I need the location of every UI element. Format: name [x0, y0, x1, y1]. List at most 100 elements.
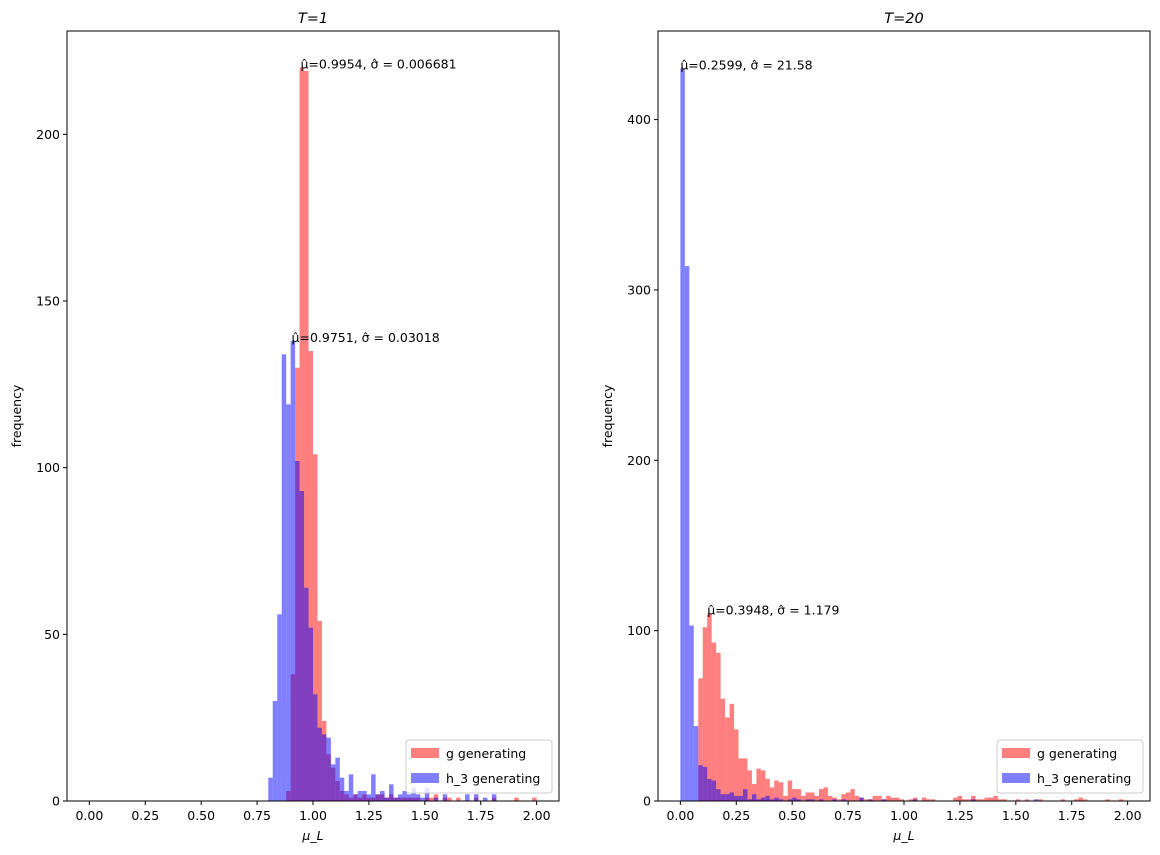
histogram-bar — [738, 758, 743, 801]
histogram-bar — [805, 792, 811, 801]
histogram-bar — [975, 799, 981, 801]
histogram-bar — [290, 341, 296, 801]
histogram-bar — [805, 799, 811, 801]
legend-swatch-g — [1002, 748, 1030, 758]
histogram-bar — [1078, 797, 1083, 801]
histogram-bar — [1105, 799, 1110, 801]
histogram-bar — [988, 797, 994, 801]
histogram-bar — [491, 794, 497, 801]
x-tick-label: 1.50 — [1002, 808, 1030, 823]
x-tick-label: 1.25 — [946, 808, 974, 823]
legend-swatch-h3 — [411, 773, 439, 783]
histogram-bar — [819, 799, 824, 801]
histogram-bar — [698, 765, 703, 801]
histogram-bar — [442, 794, 448, 801]
histogram-bar — [1073, 799, 1079, 801]
histogram-bar — [295, 461, 300, 801]
histogram-bar — [514, 797, 519, 801]
histogram-bar — [299, 491, 305, 801]
histogram-bar — [313, 454, 318, 801]
histogram-bar — [371, 774, 376, 801]
histogram-bar — [747, 770, 752, 801]
legend-swatch-g — [411, 748, 439, 758]
histogram-bar — [953, 797, 958, 801]
histogram-bar — [841, 794, 846, 801]
histogram-bar — [827, 795, 833, 801]
histogram-bar — [707, 613, 712, 801]
subplot-1: 0.00 0.25 0.50 0.75 1.00 1.25 1.50 1.75 2.00 0 50 1… — [9, 11, 560, 843]
histogram-bar — [769, 799, 775, 801]
histogram-bar — [792, 797, 797, 801]
histogram-bar — [792, 789, 797, 801]
histogram-bar — [707, 778, 712, 801]
histogram-bar — [738, 795, 743, 801]
series-g — [286, 67, 537, 801]
histogram-bar — [908, 799, 913, 801]
histogram-bar — [801, 795, 806, 801]
x-tick-label: 2.00 — [523, 808, 551, 823]
histogram-bar — [957, 795, 963, 801]
histogram-bar — [689, 625, 694, 801]
histogram-bar — [348, 774, 354, 801]
histogram-bar — [402, 791, 407, 801]
histogram-bar — [433, 794, 439, 801]
histogram-bar — [774, 797, 779, 801]
histogram-bar — [899, 799, 904, 801]
histogram-bar — [384, 797, 390, 801]
x-tick-label: 1.00 — [890, 808, 918, 823]
histogram-bar — [1024, 799, 1030, 801]
histogram-bar — [962, 799, 967, 801]
x-tick-label: 1.50 — [411, 808, 439, 823]
histogram-bar — [859, 797, 864, 801]
x-tick-label: 1.75 — [467, 808, 495, 823]
histogram-bar — [330, 764, 336, 801]
histogram-bar — [997, 799, 1003, 801]
histogram-bar — [769, 787, 775, 801]
chart-title: T=1 — [298, 11, 328, 27]
x-axis-label: μ_L — [892, 828, 914, 843]
histogram-bar — [389, 784, 394, 801]
histogram-bar — [429, 797, 434, 801]
histogram-bar — [711, 780, 717, 801]
histogram-bar — [380, 791, 385, 801]
histogram-bar — [778, 799, 784, 801]
histogram-bar — [787, 780, 793, 801]
histogram-bar — [465, 794, 470, 801]
histogram-bar — [836, 799, 842, 801]
histogram-bar — [877, 795, 882, 801]
x-axis-label: μ_L — [301, 828, 323, 843]
histogram-bar — [984, 797, 989, 801]
histogram-bar — [971, 795, 976, 801]
histogram-bar — [433, 797, 439, 801]
x-tick-label: 1.25 — [355, 808, 383, 823]
y-tick-label: 400 — [627, 112, 651, 127]
histogram-bar — [751, 794, 757, 801]
histogram-bar — [868, 799, 873, 801]
histogram-bar — [832, 799, 837, 801]
histogram-bar — [720, 794, 726, 801]
stats-annotation: μ̂=0.9751, σ̂ = 0.03018 — [292, 330, 440, 345]
histogram-bar — [406, 794, 412, 801]
histogram-bar — [823, 787, 828, 801]
histogram-bar — [778, 782, 784, 801]
histogram-bar — [375, 794, 381, 801]
series-h3 — [680, 68, 1039, 801]
legend-frame — [405, 739, 553, 794]
histogram-bar — [774, 780, 779, 801]
histogram-bar — [1002, 799, 1007, 801]
histogram-bar — [810, 799, 815, 801]
histogram-bar — [895, 797, 900, 801]
histogram-bar — [890, 797, 896, 801]
y-tick-label: 50 — [44, 627, 60, 642]
histogram-bar — [456, 797, 461, 801]
histogram-bar — [304, 587, 309, 801]
histogram-bar — [339, 777, 345, 801]
subplot-2: 0.00 0.25 0.50 0.75 1.00 1.25 1.50 1.75 2.00 0 100… — [600, 11, 1151, 843]
histogram-bar — [930, 799, 936, 801]
histogram-bar — [1082, 799, 1088, 801]
histogram-bar — [742, 789, 748, 801]
histogram-bar — [921, 797, 927, 801]
histogram-bar — [819, 789, 824, 801]
histogram-bar — [760, 797, 766, 801]
histogram-bar — [411, 787, 416, 801]
